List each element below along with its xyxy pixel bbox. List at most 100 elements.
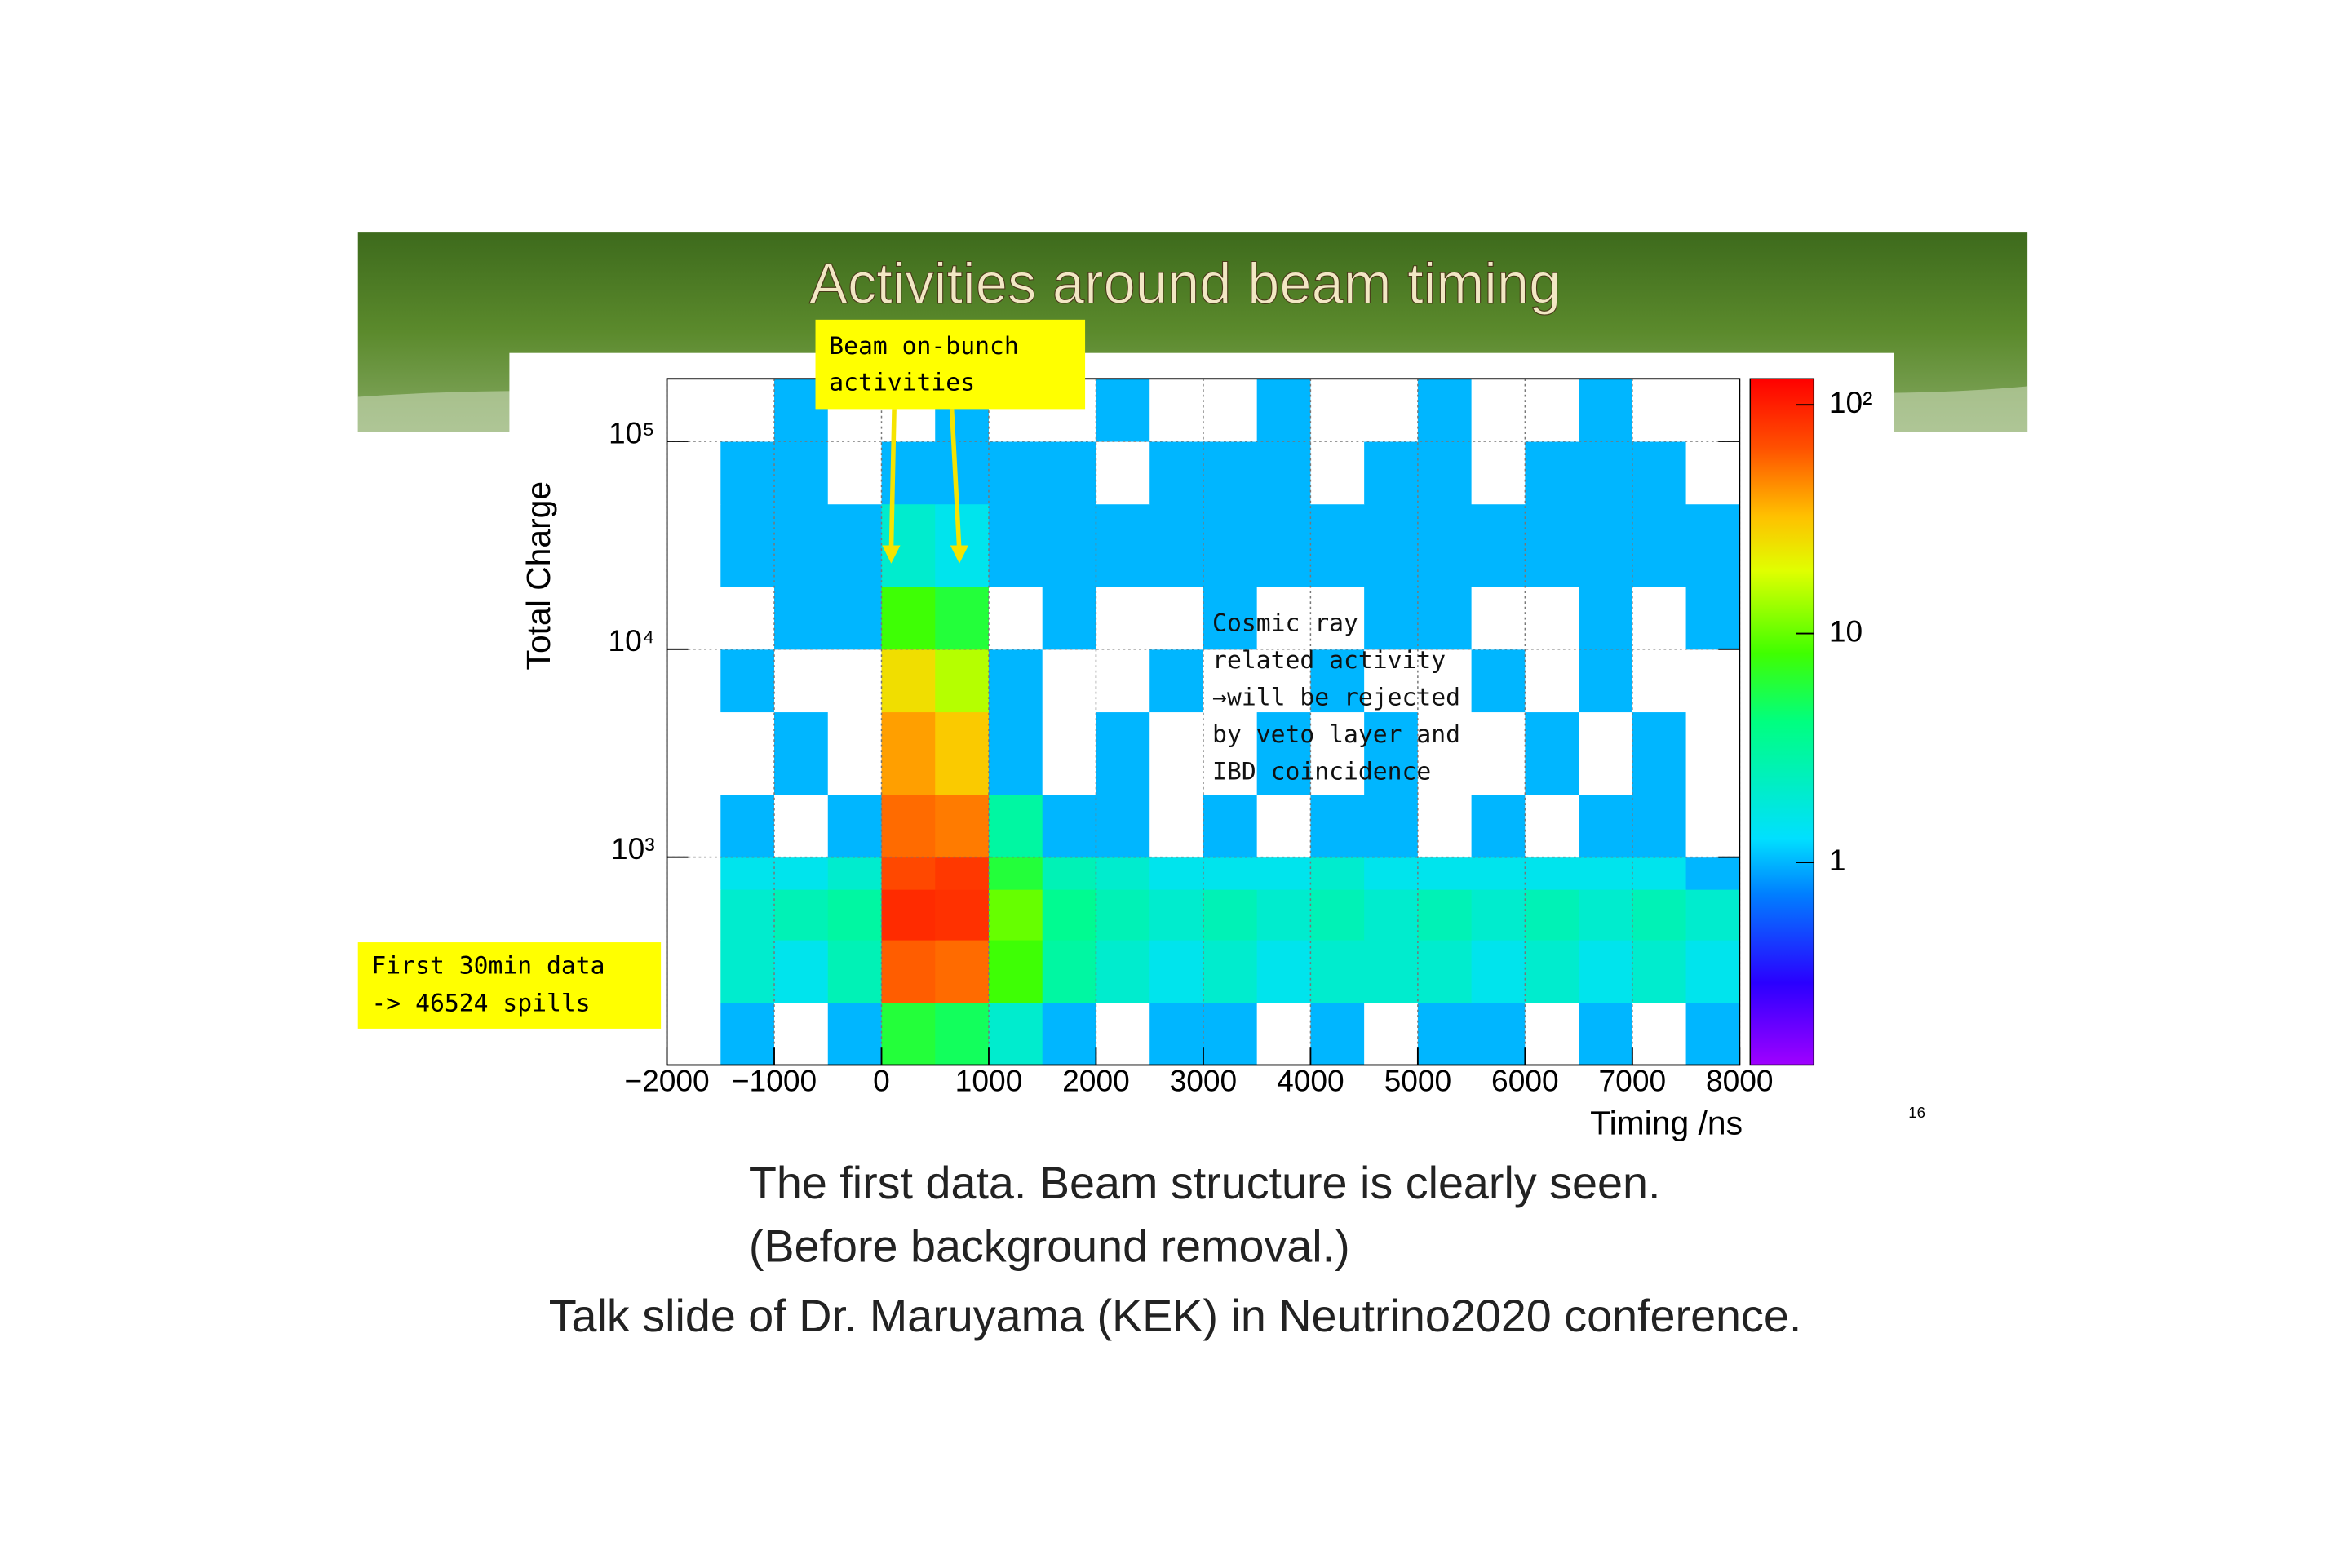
heatmap-cell (1310, 1002, 1365, 1066)
heatmap-cell (1525, 587, 1579, 650)
heatmap-cell (1632, 587, 1687, 650)
heatmap-cell (1417, 940, 1473, 1003)
heatmap-cell (1149, 857, 1204, 890)
heatmap-cell (1203, 1002, 1258, 1066)
heatmap-cell (1471, 1002, 1526, 1066)
heatmap-cell (774, 940, 829, 1003)
heatmap-cell (1310, 441, 1365, 505)
heatmap-cell (1579, 711, 1633, 795)
x-tick-label: 4000 (1277, 1064, 1344, 1098)
heatmap-cell (1579, 379, 1633, 442)
heatmap-cell (1525, 711, 1579, 795)
heatmap-cell (774, 503, 829, 587)
heatmap-cell (1579, 940, 1633, 1003)
heatmap-cell (1525, 503, 1579, 587)
heatmap-cell (1149, 379, 1204, 442)
heatmap-cell (1256, 503, 1311, 587)
heatmap-cell (1632, 711, 1687, 795)
cosmic-note-line: related activity (1212, 646, 1446, 675)
heatmap-cell (881, 649, 936, 713)
beam-arrow-head (882, 545, 901, 564)
heatmap-cell (1579, 587, 1633, 650)
plot-frame (666, 378, 1741, 1066)
heatmap-cell (1096, 711, 1150, 795)
heatmap-cell (1149, 587, 1204, 650)
heatmap-cell (1471, 587, 1526, 650)
heatmap-cell (1310, 379, 1365, 442)
heatmap-cell (1256, 940, 1311, 1003)
heatmap-cell (1417, 857, 1473, 890)
heatmap-cell (1685, 711, 1740, 795)
heatmap-cell (1471, 379, 1526, 442)
heatmap-cell (1042, 794, 1097, 858)
heatmap-cell (774, 889, 829, 941)
heatmap-cell (935, 794, 990, 858)
heatmap-cell (1364, 940, 1419, 1003)
heatmap-cell (1149, 649, 1204, 713)
heatmap-cell (1579, 441, 1633, 505)
heatmap-cell (1310, 857, 1365, 890)
heatmap-cell (1042, 1002, 1097, 1066)
heatmap-cell (1364, 587, 1419, 650)
heatmap-cell (1417, 587, 1473, 650)
heatmap-cell (1364, 441, 1419, 505)
heatmap-cell (881, 1002, 936, 1066)
heatmap-cell (827, 889, 883, 941)
heatmap-cell (1417, 889, 1473, 941)
heatmap-cell (1579, 794, 1633, 858)
heatmap-cell (1203, 503, 1258, 587)
heatmap-cell (1203, 711, 1258, 795)
heatmap-cell (935, 649, 990, 713)
heatmap-cell (1471, 857, 1526, 890)
caption: Talk slide of Dr. Maruyama (KEK) in Neut… (549, 1291, 1802, 1341)
heatmap-cell (774, 649, 829, 713)
heatmap-cell (881, 889, 936, 941)
heatmap-cell (1256, 379, 1311, 442)
heatmap-cell (1042, 711, 1097, 795)
colorbar (1749, 378, 1815, 1066)
heatmap-cell (1632, 649, 1687, 713)
heatmap-cell (1417, 503, 1473, 587)
x-tick-label: 2000 (1062, 1064, 1130, 1098)
heatmap-cell (1364, 794, 1419, 858)
beam-note: Beam on-bunch (829, 332, 1018, 361)
heatmap-cell (1632, 503, 1687, 587)
heatmap-cell (1042, 649, 1097, 713)
heatmap-cell (1685, 940, 1740, 1003)
heatmap-cell (667, 441, 721, 505)
heatmap-cell (1685, 794, 1740, 858)
heatmap-cell (1310, 794, 1365, 858)
cosmic-note: Cosmic ray related activity →will be rejec… (1212, 609, 1460, 786)
slide-title: Activities around beam timing (809, 250, 1561, 315)
data-note: First 30min data (371, 951, 605, 980)
beam-note-box (815, 319, 1086, 410)
colorbar-tick-label: 1 (1829, 843, 1846, 877)
heatmap-cell (1256, 857, 1311, 890)
heatmap-cell (881, 940, 936, 1003)
heatmap-cell (1685, 379, 1740, 442)
heatmap-cell (1203, 794, 1258, 858)
heatmap-cell (1149, 503, 1204, 587)
cosmic-note-line: →will be rejected (1212, 684, 1460, 712)
heatmap-cell (774, 794, 829, 858)
x-tick-label: −1000 (732, 1064, 817, 1098)
heatmap-cell (1632, 889, 1687, 941)
heatmap-cell (667, 940, 721, 1003)
beam-arrow (888, 409, 897, 552)
heatmap-cell (935, 711, 990, 795)
heatmap-cell (1096, 441, 1150, 505)
heatmap-cell (774, 857, 829, 890)
x-tick-label: 0 (873, 1064, 890, 1098)
heatmap-cell (1417, 649, 1473, 713)
heatmap-cell (1632, 857, 1687, 890)
heatmap-cell (988, 587, 1043, 650)
page-number: 16 (1908, 1104, 1925, 1121)
heatmap-cell (827, 711, 883, 795)
heatmap-cell (1471, 649, 1526, 713)
heatmap-cell (1579, 503, 1633, 587)
y-axis-label: Total Charge (520, 481, 557, 671)
heatmap-cell (988, 940, 1043, 1003)
heatmap-cell (1096, 503, 1150, 587)
heatmap-cell (881, 711, 936, 795)
heatmap-cell (1685, 857, 1740, 890)
